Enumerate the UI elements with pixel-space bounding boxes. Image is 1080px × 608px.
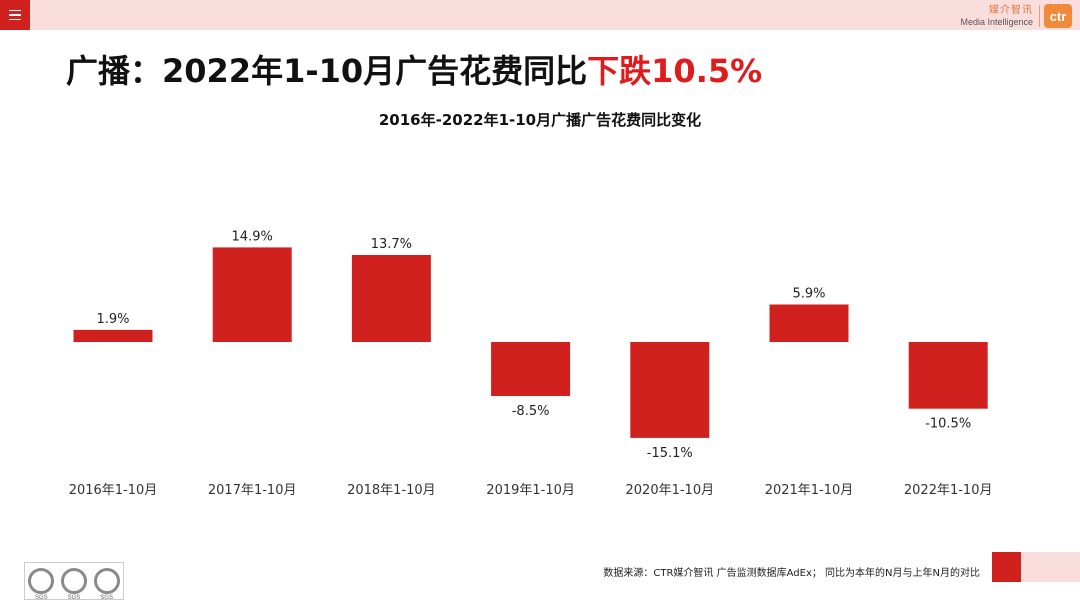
category-label-5: 2021年1-10月	[765, 483, 854, 498]
cert-label: SGS	[67, 595, 81, 601]
corner-accent-pink	[1021, 552, 1080, 582]
data-label-2: 13.7%	[371, 237, 412, 252]
category-label-2: 2018年1-10月	[347, 483, 436, 498]
menu-icon-line	[9, 18, 21, 21]
bar-2	[351, 255, 431, 342]
top-bar	[0, 0, 1080, 30]
cert-label: SGS	[34, 595, 48, 601]
data-label-0: 1.9%	[96, 312, 129, 327]
menu-button[interactable]	[0, 0, 30, 30]
bar-0	[73, 329, 153, 342]
data-label-4: -15.1%	[647, 446, 693, 461]
data-label-5: 5.9%	[792, 287, 825, 302]
ctr-logo-mark: ctr	[1044, 4, 1072, 28]
page-headline: 广播：2022年1-10月广告花费同比下跌10.5%	[66, 46, 762, 92]
category-label-3: 2019年1-10月	[486, 483, 575, 498]
sgs-badge-icon: SGS	[93, 568, 120, 601]
corner-accent-red	[992, 552, 1021, 582]
bar-3	[491, 342, 571, 396]
source-note: 数据来源：CTR媒介智讯 广告监测数据库AdEx； 同比为本年的N月与上年N月的…	[603, 568, 980, 579]
chart-title: 2016年-2022年1-10月广播广告花费同比变化	[378, 111, 702, 129]
bar-4	[630, 342, 710, 438]
category-label-6: 2022年1-10月	[904, 483, 993, 498]
logo-text: 媒介智讯 Media Intelligence	[960, 4, 1033, 27]
headline-text: 广播：2022年1-10月广告花费同比	[66, 52, 588, 90]
data-label-3: -8.5%	[512, 404, 550, 419]
menu-icon-line	[9, 9, 21, 12]
category-label-4: 2020年1-10月	[626, 483, 715, 498]
category-label-0: 2016年1-10月	[69, 483, 158, 498]
category-label-1: 2017年1-10月	[208, 483, 297, 498]
logo-en-text: Media Intelligence	[960, 16, 1033, 27]
bar-5	[769, 304, 849, 342]
headline-highlight: 下跌10.5%	[587, 52, 763, 90]
logo-separator	[1039, 5, 1040, 27]
cert-label: SGS	[100, 595, 113, 601]
menu-icon-line	[9, 14, 21, 16]
bar-1	[212, 247, 292, 342]
certification-badges: SGS SGS SGS	[24, 562, 124, 601]
sgs-badge-icon: SGS	[28, 568, 55, 601]
bar-6	[908, 342, 988, 409]
ctr-logo: 媒介智讯 Media Intelligence ctr	[960, 2, 1072, 30]
sgs-badge-icon: SGS	[60, 568, 87, 601]
data-label-1: 14.9%	[232, 229, 273, 244]
logo-cn-text: 媒介智讯	[989, 4, 1033, 16]
data-label-6: -10.5%	[925, 417, 971, 432]
